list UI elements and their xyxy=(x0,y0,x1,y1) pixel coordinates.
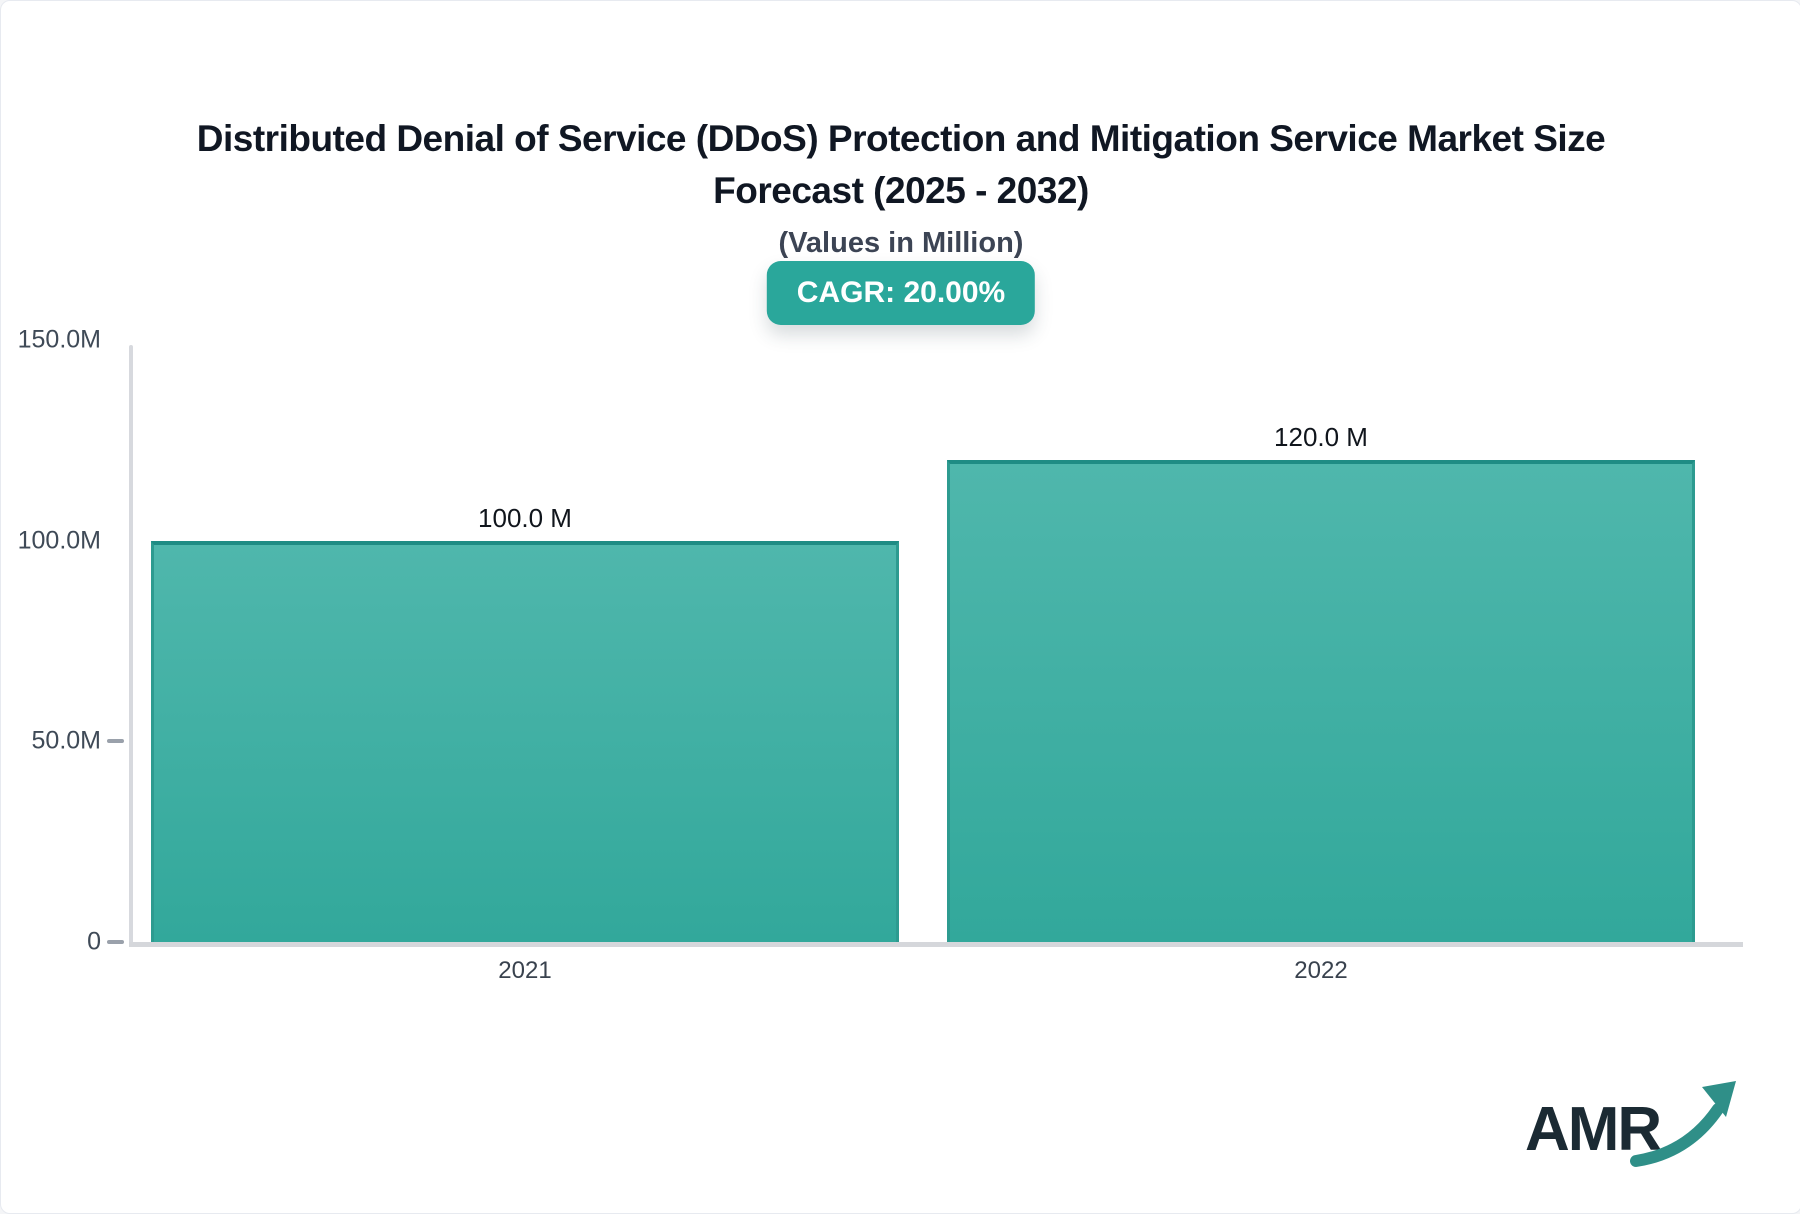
y-axis-line xyxy=(129,345,133,944)
y-axis-tick-label: 50.0M xyxy=(31,726,101,755)
cagr-badge: CAGR: 20.00% xyxy=(766,261,1036,325)
x-axis-label: 2021 xyxy=(498,957,552,984)
chart-subtitle: (Values in Million) xyxy=(778,227,1024,259)
amr-logo: AMR xyxy=(1525,1081,1742,1167)
y-axis-tick-mark xyxy=(107,739,124,744)
chart-title: Distributed Denial of Service (DDoS) Pro… xyxy=(1,113,1800,217)
y-axis-tick-label: 0 xyxy=(87,927,101,956)
bar-value-label: 100.0 M xyxy=(478,502,572,533)
x-axis-line xyxy=(129,942,1743,947)
y-axis-tick-label: 100.0M xyxy=(17,526,101,555)
amr-logo-text: AMR xyxy=(1525,1095,1662,1164)
chart-title-line1: Distributed Denial of Service (DDoS) Pro… xyxy=(196,118,1606,159)
bar-value-label: 120.0 M xyxy=(1274,422,1368,453)
growth-arrow-icon xyxy=(1630,1081,1737,1167)
y-axis-tick-label: 150.0M xyxy=(17,325,101,354)
bar[interactable] xyxy=(947,460,1695,942)
chart-title-line2: Forecast (2025 - 2032) xyxy=(713,170,1089,211)
y-axis-tick-mark xyxy=(107,940,124,944)
x-axis-label: 2022 xyxy=(1294,957,1348,984)
bar[interactable] xyxy=(151,540,899,942)
